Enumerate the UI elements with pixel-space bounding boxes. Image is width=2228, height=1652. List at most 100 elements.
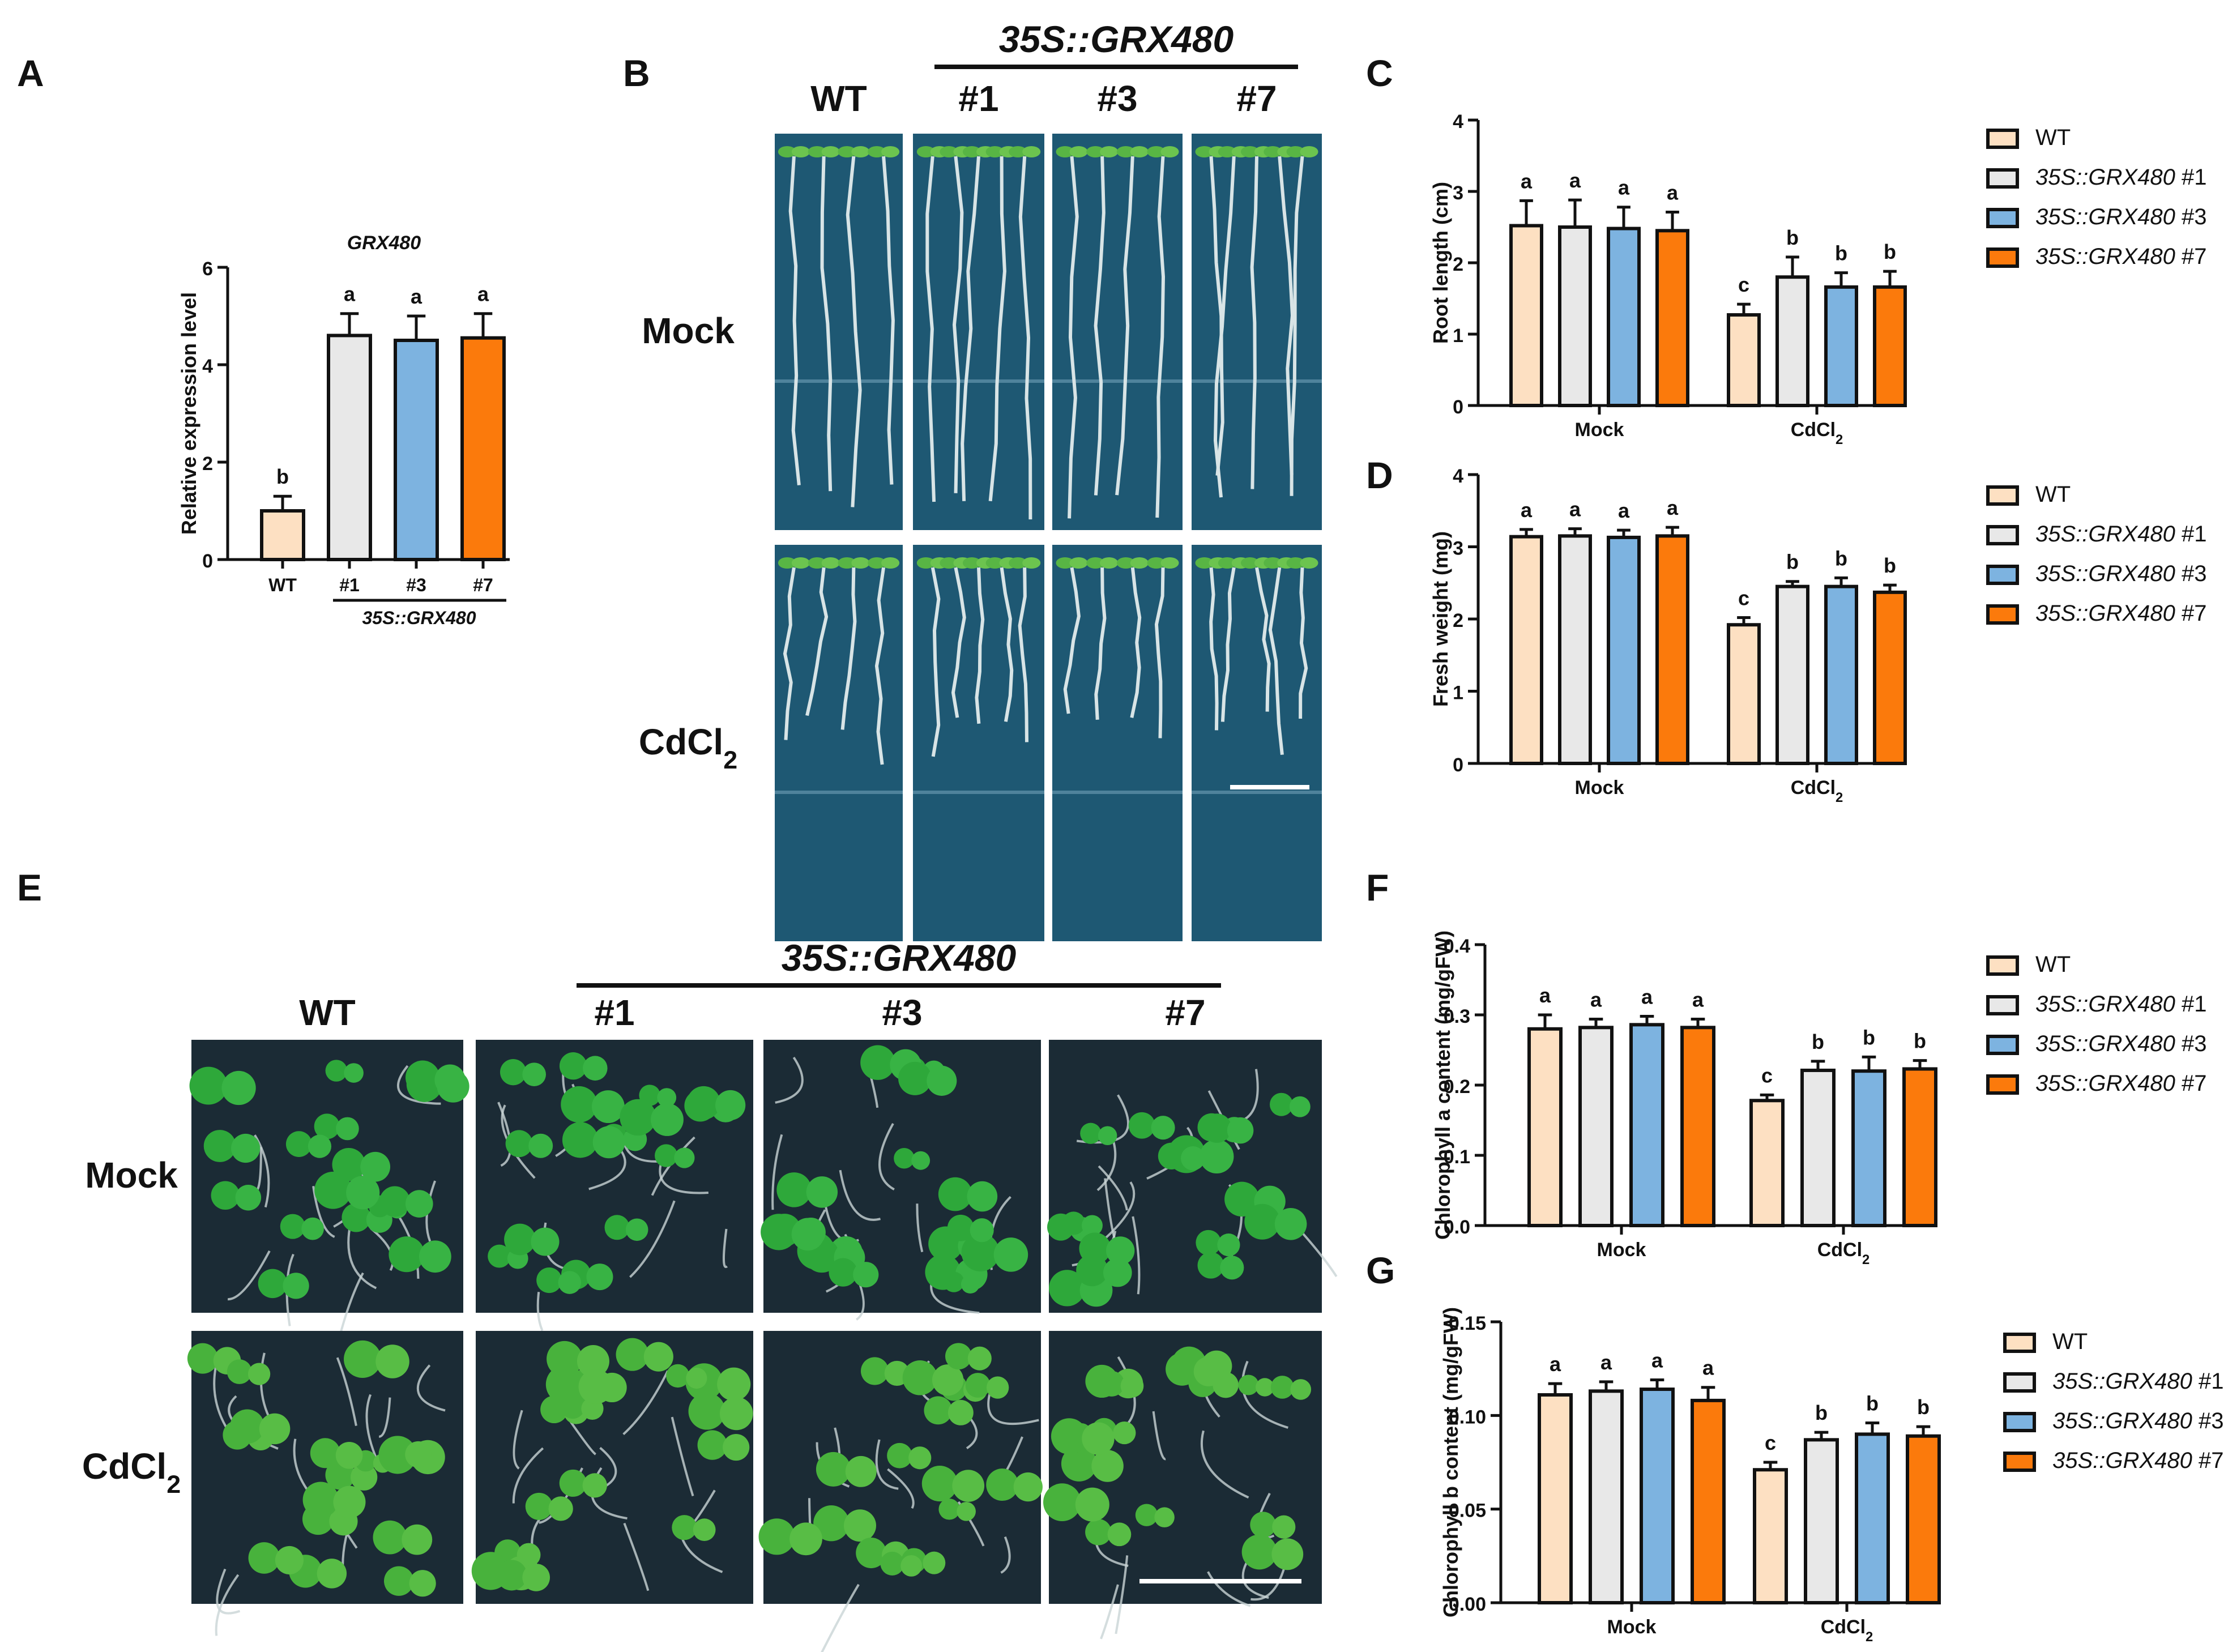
root — [788, 156, 801, 486]
panel-letter-G: G — [1366, 1249, 1395, 1291]
seedling-leaf — [325, 1060, 348, 1082]
column-label: WT — [299, 992, 356, 1033]
bar — [1753, 1468, 1788, 1604]
significance-letter: b — [1835, 547, 1847, 570]
cotyledon — [1116, 557, 1135, 569]
bar — [1824, 584, 1858, 765]
seedling-leaf — [1113, 1421, 1136, 1445]
group-header-label: 35S::GRX480 — [999, 18, 1234, 60]
seedling-leaf — [582, 1473, 607, 1498]
seedling-leaf — [561, 1086, 597, 1123]
seedling-root — [887, 1468, 915, 1509]
bar — [1589, 1389, 1624, 1604]
significance-letter: a — [1569, 498, 1581, 521]
legend-swatch — [2003, 1412, 2036, 1432]
y-tick-label: 0.1 — [1444, 1146, 1470, 1168]
panel-d-chart: 0 1 2 3 4 a a a a Mock c b b b CdCl2 Fresh weight (mg) — [1429, 466, 1907, 805]
seedling-leaf — [405, 1190, 433, 1218]
chart-title: GRX480 — [347, 232, 421, 254]
root — [988, 156, 1006, 502]
seedling-leaf — [283, 1273, 309, 1299]
cotyledon — [916, 146, 935, 157]
cotyledon — [1100, 557, 1119, 569]
root — [1018, 156, 1032, 520]
significance-letter: a — [1618, 499, 1630, 522]
x-tick-label: Mock — [1597, 1239, 1646, 1261]
seedling-leaf — [643, 1342, 673, 1372]
bar — [1607, 535, 1641, 765]
root — [1094, 567, 1107, 720]
cotyledon — [778, 557, 796, 569]
root — [1220, 567, 1236, 722]
cotyledon — [1009, 557, 1027, 569]
seedling-leaf — [342, 1203, 371, 1232]
panel-f-chart: 0.0 0.1 0.2 0.3 0.4 a a a a Mock c b b b CdCl2 Chloroph… — [1431, 930, 1937, 1267]
cotyledon — [1147, 557, 1166, 569]
photo-cell — [1047, 1040, 1338, 1313]
seedling-leaf — [693, 1518, 716, 1542]
plate-edge — [1192, 791, 1322, 794]
root — [931, 567, 941, 757]
seedling-leaf — [686, 1367, 707, 1389]
photo-cell — [1192, 545, 1322, 941]
seedling-leaf — [853, 1262, 879, 1288]
seedling-leaf — [1274, 1207, 1307, 1240]
seedling-leaf — [559, 1052, 587, 1080]
seedling-leaf — [894, 1147, 915, 1169]
plate-edge — [1192, 379, 1322, 383]
seedling-root — [416, 1364, 446, 1412]
y-tick-label: 1 — [1453, 682, 1463, 704]
photo-cell — [476, 1040, 753, 1331]
significance-letter: c — [1761, 1064, 1773, 1087]
cotyledon — [1218, 146, 1236, 157]
seedling-leaf — [187, 1343, 218, 1374]
x-tick-label: Mock — [1575, 419, 1624, 441]
seedling-leaf — [1081, 1215, 1103, 1236]
seedling-leaf — [231, 1133, 261, 1163]
bar — [1727, 623, 1761, 765]
bar — [1629, 1023, 1664, 1227]
root — [1000, 567, 1014, 722]
bar — [1902, 1067, 1937, 1227]
seedling-leaf — [1256, 1378, 1274, 1397]
seedling-leaf — [344, 1063, 364, 1083]
bar — [1873, 285, 1907, 407]
legend-label: WT — [2035, 125, 2071, 150]
seedling-leaf — [856, 1538, 887, 1569]
bar — [1558, 225, 1592, 407]
bar — [1509, 535, 1543, 766]
seedling-leaf — [957, 1501, 976, 1521]
seedling-leaf — [887, 1442, 912, 1469]
seedling-root — [259, 1352, 270, 1418]
seedling-leaf — [655, 1144, 678, 1167]
y-tick-label: 0.0 — [1444, 1216, 1470, 1238]
seedling-root — [396, 1065, 441, 1105]
seedling-leaf — [650, 1103, 684, 1136]
root — [1068, 156, 1079, 519]
seedling-leaf — [1151, 1116, 1175, 1140]
cotyledon — [851, 146, 870, 157]
x-tick-label: Mock — [1575, 777, 1624, 799]
root — [846, 156, 862, 507]
bar — [1691, 1398, 1726, 1604]
y-tick-label: 2 — [202, 453, 213, 475]
seedling-leaf — [1220, 1256, 1244, 1280]
seedling-leaf — [813, 1505, 850, 1542]
seedling-leaf — [531, 1227, 560, 1256]
seedling-leaf — [230, 1409, 264, 1444]
seedling-leaf — [639, 1085, 660, 1106]
seedling-leaf — [360, 1151, 391, 1182]
seedling-leaf — [1103, 1258, 1132, 1287]
root — [1130, 567, 1142, 718]
photo-background — [1052, 545, 1183, 941]
root — [1250, 156, 1258, 489]
seedling-leaf — [961, 1233, 1000, 1271]
cotyledon — [963, 146, 981, 157]
root — [1155, 156, 1166, 518]
seedling-root — [1115, 1555, 1129, 1634]
photo-cell — [775, 545, 903, 941]
y-tick-label: 0 — [1453, 754, 1463, 776]
seedling-leaf — [666, 1364, 690, 1388]
